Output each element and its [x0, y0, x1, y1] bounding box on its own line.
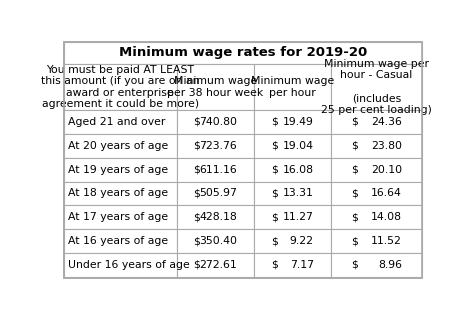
Text: $: $ [351, 188, 358, 198]
Bar [254, 134, 331, 158]
Text: 428.18: 428.18 [199, 212, 237, 222]
Bar [64, 158, 177, 181]
Bar [64, 42, 422, 64]
Text: $: $ [193, 188, 201, 198]
Bar [64, 181, 177, 205]
Bar [254, 253, 331, 277]
Text: Minimum wage per
hour - Casual

(includes
25 per cent loading): Minimum wage per hour - Casual (includes… [321, 59, 432, 115]
Text: 13.31: 13.31 [283, 188, 314, 198]
Text: 24.36: 24.36 [371, 117, 402, 127]
Text: 350.40: 350.40 [199, 236, 237, 246]
Bar [331, 110, 422, 134]
Text: 9.22: 9.22 [290, 236, 314, 246]
Bar [254, 181, 331, 205]
Text: You must be paid AT LEAST
this amount (if you are on an
award or enterprise
agre: You must be paid AT LEAST this amount (i… [41, 64, 200, 109]
Bar [331, 158, 422, 181]
Bar [64, 64, 177, 110]
Text: 20.10: 20.10 [371, 165, 402, 175]
Text: 19.49: 19.49 [283, 117, 314, 127]
Text: 7.17: 7.17 [290, 260, 314, 270]
Text: $: $ [193, 141, 201, 151]
Bar [64, 205, 177, 229]
Bar [254, 205, 331, 229]
Bar [254, 110, 331, 134]
Text: $: $ [193, 236, 201, 246]
Text: Minimum wage
per 38 hour week: Minimum wage per 38 hour week [167, 76, 263, 98]
Text: $: $ [351, 212, 358, 222]
Text: At 20 years of age: At 20 years of age [68, 141, 168, 151]
Bar [64, 110, 177, 134]
Text: $: $ [271, 117, 277, 127]
Bar [331, 181, 422, 205]
Text: $: $ [193, 260, 201, 270]
Bar [64, 134, 177, 158]
Bar [331, 229, 422, 253]
Text: 19.04: 19.04 [283, 141, 314, 151]
Text: $: $ [193, 117, 201, 127]
Text: 505.97: 505.97 [199, 188, 237, 198]
Text: $: $ [271, 165, 277, 175]
Text: $: $ [271, 236, 277, 246]
Text: $: $ [351, 236, 358, 246]
Text: $: $ [351, 165, 358, 175]
Text: 723.76: 723.76 [199, 141, 237, 151]
Text: $: $ [271, 141, 277, 151]
Bar [64, 229, 177, 253]
Bar [177, 110, 254, 134]
Text: At 18 years of age: At 18 years of age [68, 188, 168, 198]
Text: At 19 years of age: At 19 years of age [68, 165, 168, 175]
Text: Minimum wage rates for 2019-20: Minimum wage rates for 2019-20 [119, 46, 367, 59]
Text: 8.96: 8.96 [378, 260, 402, 270]
Bar [177, 181, 254, 205]
Text: 16.08: 16.08 [283, 165, 314, 175]
Text: $: $ [193, 212, 201, 222]
Text: $: $ [351, 117, 358, 127]
Text: $: $ [271, 212, 277, 222]
Text: $: $ [271, 260, 277, 270]
Bar [331, 205, 422, 229]
Text: Under 16 years of age: Under 16 years of age [68, 260, 190, 270]
Text: 11.52: 11.52 [371, 236, 402, 246]
Text: $: $ [193, 165, 201, 175]
Text: $: $ [351, 141, 358, 151]
Text: 16.64: 16.64 [371, 188, 402, 198]
Text: 11.27: 11.27 [283, 212, 314, 222]
Text: 23.80: 23.80 [371, 141, 402, 151]
Text: 740.80: 740.80 [199, 117, 237, 127]
Text: At 16 years of age: At 16 years of age [68, 236, 168, 246]
Bar [64, 253, 177, 277]
Bar [177, 229, 254, 253]
Bar [331, 64, 422, 110]
Bar [177, 205, 254, 229]
Bar [177, 134, 254, 158]
Text: Minimum wage
per hour: Minimum wage per hour [251, 76, 334, 98]
Text: Aged 21 and over: Aged 21 and over [68, 117, 165, 127]
Bar [254, 229, 331, 253]
Bar [331, 253, 422, 277]
Text: $: $ [351, 260, 358, 270]
Bar [254, 64, 331, 110]
Text: 14.08: 14.08 [371, 212, 402, 222]
Bar [331, 134, 422, 158]
Text: At 17 years of age: At 17 years of age [68, 212, 168, 222]
Bar [254, 158, 331, 181]
Bar [177, 253, 254, 277]
Text: 272.61: 272.61 [199, 260, 237, 270]
Text: 611.16: 611.16 [199, 165, 237, 175]
Bar [177, 158, 254, 181]
Bar [177, 64, 254, 110]
Text: $: $ [271, 188, 277, 198]
